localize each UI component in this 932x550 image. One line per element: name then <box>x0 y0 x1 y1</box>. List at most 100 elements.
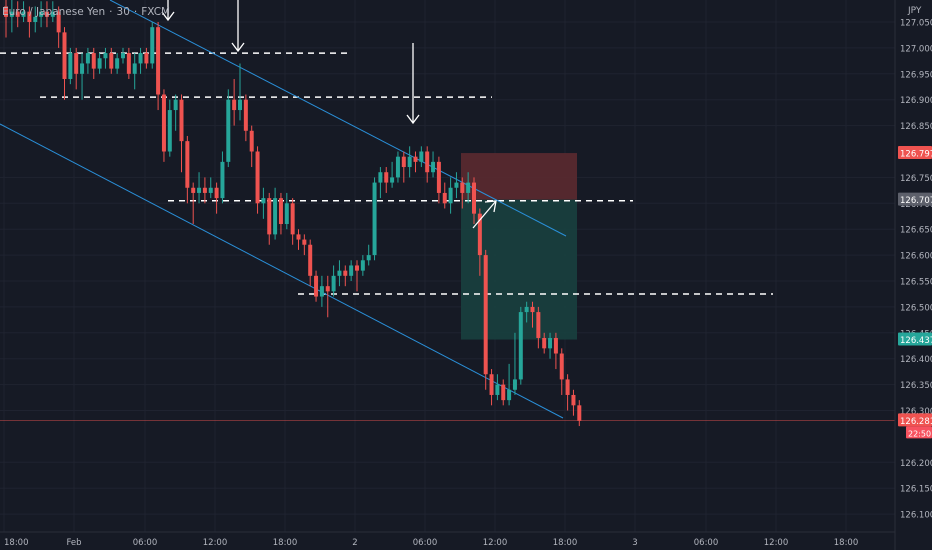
candle-up <box>173 99 178 111</box>
price-axis <box>895 0 932 550</box>
candle-down <box>278 198 283 225</box>
candle-up <box>319 286 324 297</box>
candle-up <box>378 172 383 183</box>
candle-up <box>512 379 517 390</box>
candle-down <box>565 379 570 395</box>
countdown-label: 22:50 <box>908 429 931 438</box>
price-tick-label: 126.900 <box>900 96 932 106</box>
candle-down <box>530 306 535 313</box>
candle-up <box>85 53 90 64</box>
candle-down <box>343 270 348 276</box>
candle-down <box>214 187 219 199</box>
candle-down <box>536 312 541 338</box>
time-tick-label: 12:00 <box>764 538 789 548</box>
time-tick-label: 12:00 <box>203 538 228 548</box>
candle-up <box>273 198 278 235</box>
candle-up <box>366 255 371 261</box>
candle-up <box>121 53 125 59</box>
candle-up <box>419 151 424 162</box>
price-badge-label: 126.437 <box>900 336 932 346</box>
candle-down <box>314 275 319 297</box>
candle-up <box>80 63 85 74</box>
price-tick-label: 126.400 <box>900 355 932 365</box>
candle-up <box>208 187 213 193</box>
candle-up <box>448 187 453 204</box>
time-tick-label: 18:00 <box>834 538 859 548</box>
candle-down <box>91 53 96 69</box>
price-badge <box>898 332 932 346</box>
time-tick-label: 2 <box>352 538 357 548</box>
time-tick-label: 06:00 <box>413 538 438 548</box>
time-tick-label: 18:00 <box>4 538 29 548</box>
price-tick-label: 126.150 <box>900 485 932 495</box>
candle-up <box>372 182 377 256</box>
candle-up <box>9 11 14 17</box>
candle-up <box>431 161 436 173</box>
candle-down <box>559 353 564 380</box>
candle-up <box>407 156 412 168</box>
separator: · <box>109 6 113 18</box>
candle-up <box>337 270 342 276</box>
candle-up <box>360 260 365 271</box>
candle-up <box>518 312 523 380</box>
time-tick-label: 18:00 <box>273 538 298 548</box>
candle-down <box>27 11 32 22</box>
candle-down <box>436 161 441 193</box>
price-tick-label: 126.500 <box>900 303 932 313</box>
candle-up <box>197 187 202 193</box>
countdown-badge <box>906 426 932 439</box>
up-arrow-icon <box>472 200 497 229</box>
down-arrow-icon <box>161 11 175 22</box>
candle-down <box>191 187 196 193</box>
separator: · <box>133 6 138 18</box>
candle-down <box>425 151 430 173</box>
candle-up <box>50 11 55 17</box>
candle-up <box>395 156 400 178</box>
price-tick-label: 127.000 <box>900 44 932 54</box>
time-tick-label: 3 <box>632 538 637 548</box>
candle-down <box>553 337 558 354</box>
candle-up <box>167 110 172 152</box>
candle-up <box>331 275 336 292</box>
candle-down <box>296 234 301 240</box>
price-tick-label: 127.050 <box>900 19 932 29</box>
candle-up <box>284 203 289 225</box>
candle-up <box>261 198 266 204</box>
candle-down <box>15 11 20 17</box>
candle-down <box>4 6 8 17</box>
candle-down <box>325 286 330 292</box>
candle-up <box>39 11 44 17</box>
price-tick-label: 126.950 <box>900 70 932 80</box>
up-arrow-icon <box>484 200 497 213</box>
exchange-label: FXCM <box>141 6 171 18</box>
time-tick-label: Feb <box>66 538 81 548</box>
interval-label[interactable]: 30 <box>116 6 130 18</box>
candle-down <box>126 53 131 74</box>
candle-down <box>202 187 207 193</box>
candle-up <box>454 182 459 188</box>
candle-up <box>138 53 143 64</box>
candle-down <box>144 53 149 64</box>
candle-down <box>413 156 418 162</box>
time-tick-label: 06:00 <box>694 538 719 548</box>
time-tick-label: 06:00 <box>133 538 158 548</box>
candle-up <box>115 58 120 69</box>
candle-up <box>349 265 354 276</box>
price-tick-label: 126.850 <box>900 122 932 132</box>
candle-up <box>390 177 395 183</box>
chart-header: Euro / Japanese Yen · 30 · FXCM <box>2 6 174 18</box>
candle-up <box>150 27 155 64</box>
candle-down <box>472 182 476 214</box>
candle-down <box>156 27 161 95</box>
candle-down <box>56 11 61 33</box>
channel-lower-line <box>0 123 564 419</box>
candle-down <box>384 172 389 183</box>
candle-down <box>267 198 272 235</box>
symbol-name[interactable]: Euro / Japanese Yen <box>2 6 106 18</box>
candle-up <box>97 58 102 69</box>
candle-down <box>255 151 260 204</box>
price-badge <box>898 146 932 160</box>
price-tick-label: 126.600 <box>900 252 932 262</box>
candle-down <box>109 53 114 69</box>
